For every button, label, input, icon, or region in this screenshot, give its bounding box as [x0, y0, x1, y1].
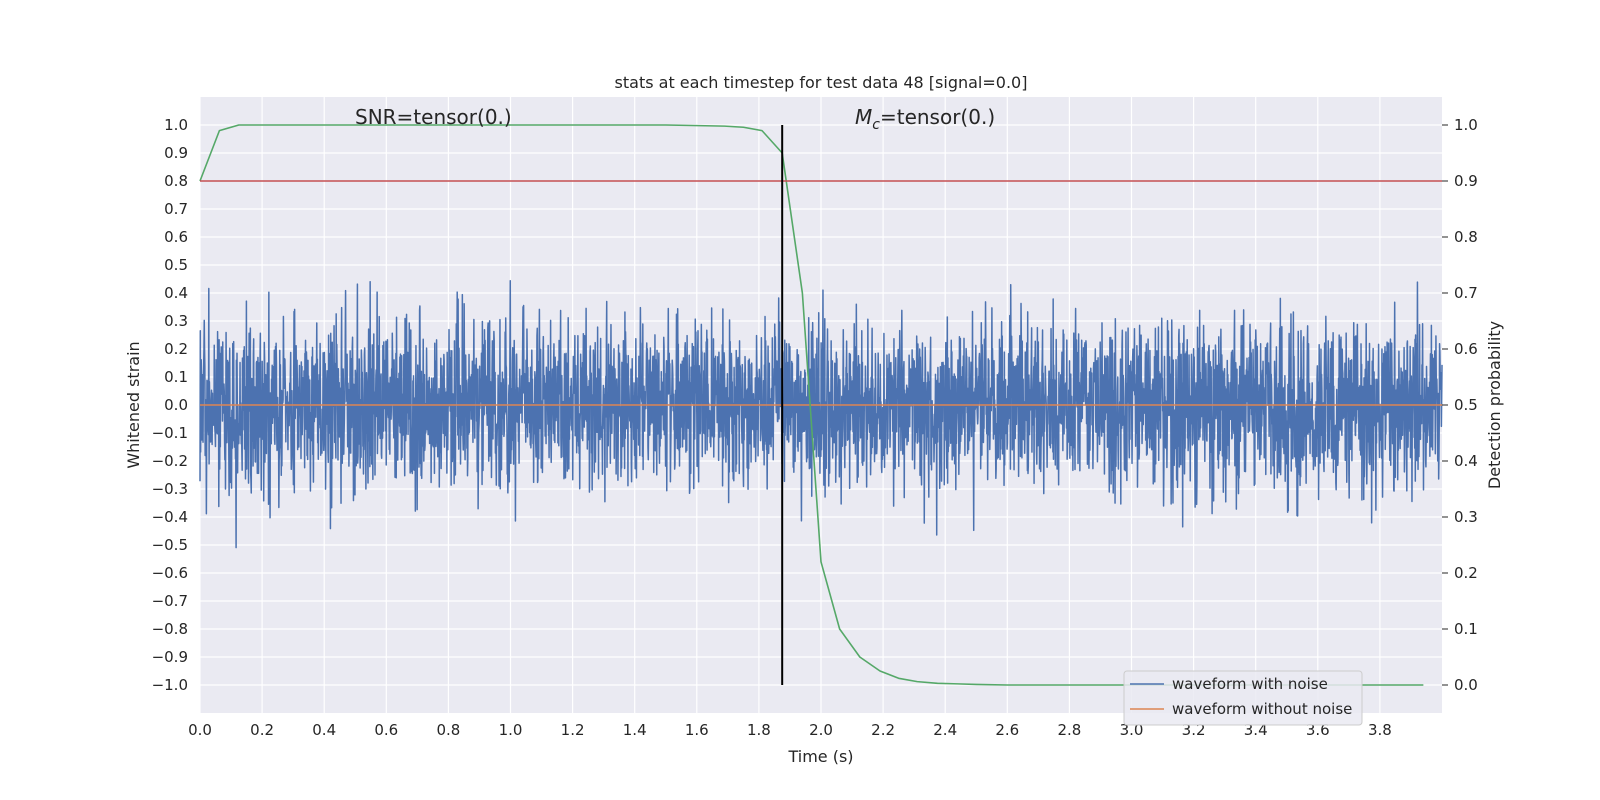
y-tick-label: −0.6 [152, 564, 188, 582]
legend-box [1123, 670, 1363, 726]
y-tick-label: −0.7 [152, 592, 188, 610]
y2-tick-label: 0.1 [1454, 620, 1478, 638]
y-tick-label: −0.5 [152, 536, 188, 554]
y-tick-label: −0.2 [152, 452, 188, 470]
y-tick-label: 0.1 [164, 368, 188, 386]
y-axis-label: Whitened strain [124, 341, 143, 468]
x-tick-label: 2.4 [933, 721, 957, 739]
x-tick-label: 0.8 [436, 721, 460, 739]
x-axis-label: Time (s) [787, 747, 853, 766]
y2-tick-label: 0.9 [1454, 172, 1478, 190]
x-tick-label: 1.8 [747, 721, 771, 739]
x-tick-label: 0.6 [374, 721, 398, 739]
y2-axis-label: Detection probability [1485, 321, 1504, 489]
y2-tick-label: 0.0 [1454, 676, 1478, 694]
x-tick-label: 2.6 [995, 721, 1019, 739]
x-tick-label: 1.2 [561, 721, 585, 739]
legend-label-waveform-without-noise: waveform without noise [1172, 700, 1352, 718]
x-tick-label: 0.0 [188, 721, 212, 739]
y-tick-label: −0.3 [152, 480, 188, 498]
y-tick-label: −0.8 [152, 620, 188, 638]
snr-annotation: SNR=tensor(0.) [355, 105, 512, 129]
y2-tick-label: 0.2 [1454, 564, 1478, 582]
y-tick-label: 0.0 [164, 396, 188, 414]
x-tick-label: 0.2 [250, 721, 274, 739]
x-tick-label: 2.8 [1057, 721, 1081, 739]
y2-tick-label: 0.5 [1454, 396, 1478, 414]
y2-tick-label: 0.3 [1454, 508, 1478, 526]
x-tick-label: 1.0 [499, 721, 523, 739]
chirp-mass-symbol: M [855, 105, 872, 129]
noise-line [199, 279, 1443, 549]
y2-tick-label: 0.8 [1454, 228, 1478, 246]
y-tick-label: −1.0 [152, 676, 188, 694]
y-tick-label: 0.2 [164, 340, 188, 358]
y-tick-label: 0.9 [164, 144, 188, 162]
y2-tick-label: 0.6 [1454, 340, 1478, 358]
y-tick-label: 0.4 [164, 284, 188, 302]
x-tick-label: 2.0 [809, 721, 833, 739]
x-tick-label: 0.4 [312, 721, 336, 739]
y-tick-label: 0.5 [164, 256, 188, 274]
legend-label-waveform-with-noise: waveform with noise [1172, 675, 1328, 693]
x-tick-label: 1.6 [685, 721, 709, 739]
tick-labels: 0.0 0.2 0.4 0.6 0.8 1.0 1.2 1.4 1.6 1.8 2.0 2.2 2.4 2… [152, 116, 1478, 739]
y2-tick-label: 1.0 [1454, 116, 1478, 134]
y-tick-label: −0.1 [152, 424, 188, 442]
x-tick-label: 1.4 [623, 721, 647, 739]
y2-tick-label: 0.7 [1454, 284, 1478, 302]
x-tick-label: 2.2 [871, 721, 895, 739]
legend: waveform with noise waveform without noi… [1123, 670, 1363, 726]
line-series-group [199, 124, 1442, 686]
y-tick-label: −0.4 [152, 508, 188, 526]
y2-tick-label: 0.4 [1454, 452, 1478, 470]
x-tick-label: 3.8 [1368, 721, 1392, 739]
chart-title: stats at each timestep for test data 48 … [615, 73, 1028, 92]
y-tick-label: 0.3 [164, 312, 188, 330]
y-tick-label: −0.9 [152, 648, 188, 666]
y-tick-label: 0.8 [164, 172, 188, 190]
series-waveform-with-noise [199, 279, 1443, 549]
chirp-mass-value: =tensor(0.) [880, 105, 995, 129]
y-tick-label: 0.6 [164, 228, 188, 246]
y-tick-label: 1.0 [164, 116, 188, 134]
chirp-mass-annotation: Mc=tensor(0.) [855, 105, 995, 133]
series-detection-probability [199, 124, 1424, 686]
y-tick-label: 0.7 [164, 200, 188, 218]
chirp-mass-subscript: c [872, 117, 880, 133]
